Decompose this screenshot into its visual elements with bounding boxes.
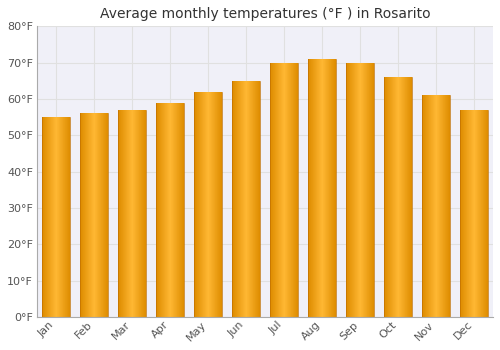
Title: Average monthly temperatures (°F ) in Rosarito: Average monthly temperatures (°F ) in Ro… <box>100 7 430 21</box>
